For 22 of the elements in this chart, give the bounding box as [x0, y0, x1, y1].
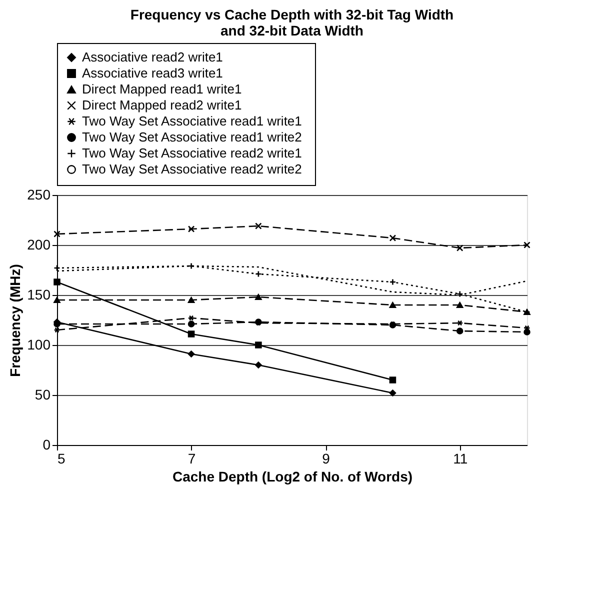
- x-tick-label: 5: [58, 450, 66, 466]
- y-tick-label: 150: [27, 286, 51, 302]
- legend-label: Two Way Set Associative read2 write2: [82, 162, 302, 176]
- y-tick-label: 100: [27, 336, 51, 352]
- y-tick-label: 50: [34, 386, 51, 402]
- x-axis-title: Cache Depth (Log2 of No. of Words): [172, 468, 413, 484]
- text: Frequency vs Cache Depth with 32-bit Tag Width: [130, 6, 454, 22]
- x-tick-label: 9: [322, 450, 330, 466]
- y-tick-label: 200: [27, 236, 51, 252]
- x-tick-label: 11: [453, 450, 468, 466]
- x-tick-label: 7: [188, 450, 196, 466]
- y-axis-title: Frequency (MHz): [7, 264, 24, 377]
- legend-label: Two Way Set Associative read2 write1: [82, 146, 302, 160]
- legend-label: Two Way Set Associative read1 write1: [82, 114, 302, 128]
- y-tick-label: 0: [42, 436, 51, 452]
- legend-label: Associative read3 write1: [82, 66, 223, 80]
- text: and 32-bit Data Width: [220, 22, 364, 38]
- legend-label: Direct Mapped read2 write1: [82, 98, 242, 112]
- legend-label: Associative read2 write1: [82, 50, 223, 64]
- legend-label: Direct Mapped read1 write1: [82, 82, 242, 96]
- y-tick-label: 250: [27, 186, 51, 202]
- legend-label: Two Way Set Associative read1 write2: [82, 130, 302, 144]
